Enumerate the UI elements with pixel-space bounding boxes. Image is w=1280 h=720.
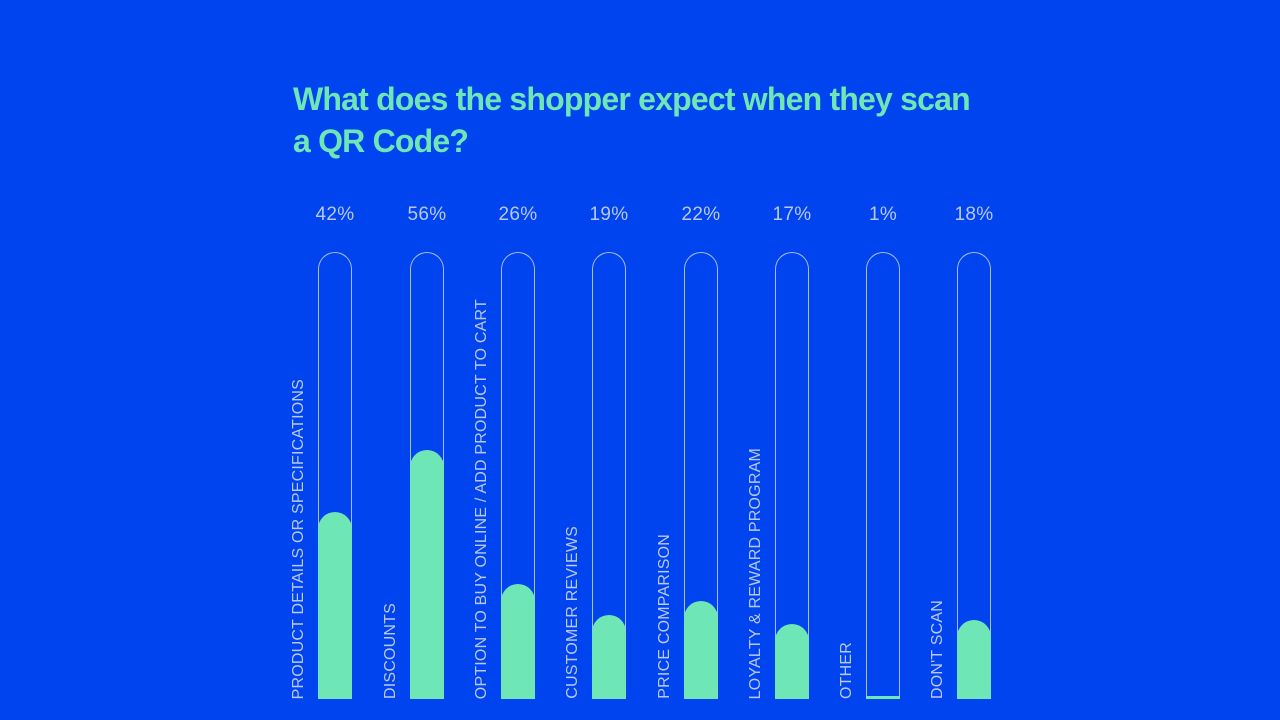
bar-value-label: 42% [315,204,355,225]
bar-category-label: CUSTOMER REVIEWS [564,526,581,699]
bar-fill [410,450,444,699]
bar-category-label: PRICE COMPARISON [656,534,673,699]
bar-column: 26% OPTION TO BUY ONLINE / ADD PRODUCT T… [473,0,537,720]
bar-fill [684,601,718,699]
bar-category-label: DISCOUNTS [382,602,399,699]
bar-value-label: 26% [498,204,538,225]
chart-title: What does the shopper expect when they s… [293,81,971,159]
bar-fill [957,620,991,699]
bar-category-label: OTHER [838,642,855,699]
bar-fill [866,696,900,699]
bar-value-label: 1% [868,204,898,225]
bar-column: 22% PRICE COMPARISON [656,0,720,720]
bar-track [318,252,352,699]
bar-column: 56% DISCOUNTS [382,0,446,720]
bar-value-label: 19% [589,204,629,225]
bar-column: 18% DON'T SCAN [929,0,993,720]
bar-value-label: 18% [954,204,994,225]
bar-column: 1% OTHER [838,0,900,720]
bar-track [501,252,535,699]
bar-track [866,252,900,699]
bar-value-label: 17% [772,204,812,225]
bar-track [957,252,991,699]
bar-category-label: DON'T SCAN [929,600,946,699]
bar-category-label: LOYALTY & REWARD PROGRAM [747,447,764,699]
bar-column: 42% PRODUCT DETAILS OR SPECIFICATIONS [290,0,354,720]
bar-fill [592,615,626,699]
bar-track [684,252,718,699]
bar-column: 19% CUSTOMER REVIEWS [564,0,628,720]
bar-value-label: 22% [681,204,721,225]
bar-fill [318,512,352,699]
bar-category-label: OPTION TO BUY ONLINE / ADD PRODUCT TO CA… [473,298,490,699]
bar-fill [775,624,809,699]
bar-fill [501,584,535,699]
bar-track [775,252,809,699]
bar-value-label: 56% [407,204,447,225]
bar-category-label: PRODUCT DETAILS OR SPECIFICATIONS [290,378,307,699]
bar-track [592,252,626,699]
bar-column: 17% LOYALTY & REWARD PROGRAM [747,0,811,720]
